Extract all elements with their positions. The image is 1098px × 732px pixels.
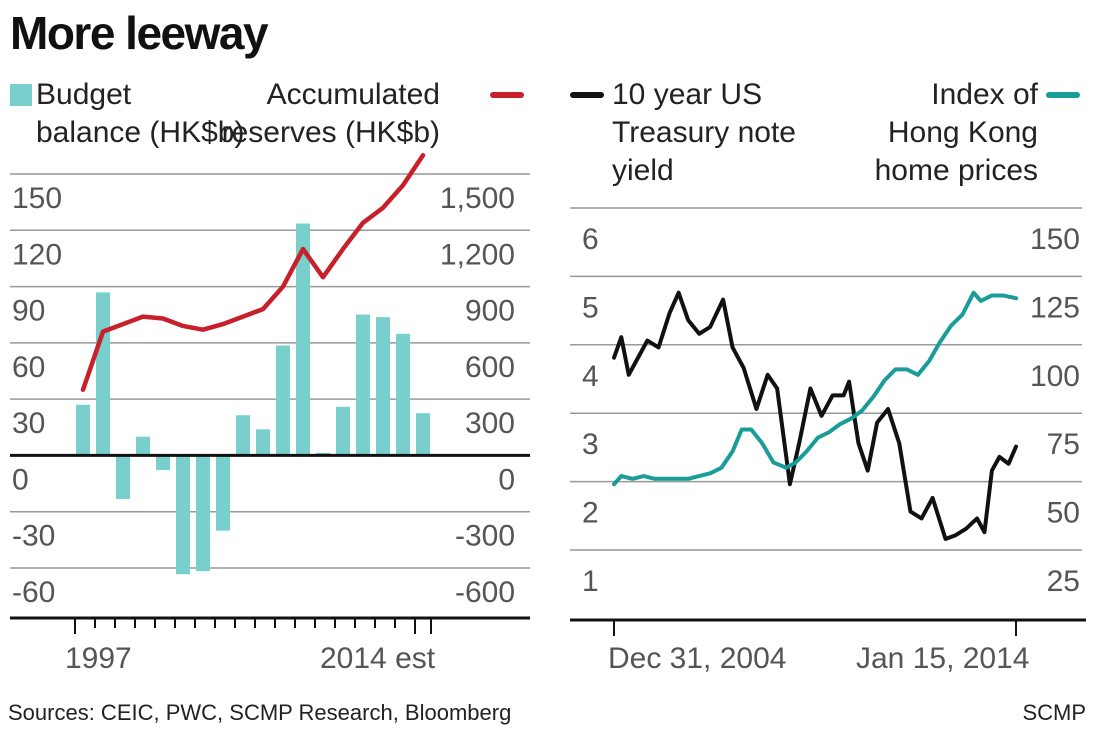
right-y-tick-label: -600: [455, 576, 515, 609]
budget-bar: [156, 455, 170, 471]
right-y-tick-label: 75: [1047, 428, 1080, 461]
budget-bars: [76, 223, 430, 575]
index-swatch-icon: [1046, 92, 1080, 98]
left-y-tick-label: 150: [12, 182, 62, 215]
credit-label: SCMP: [1022, 700, 1086, 725]
right-y-tick-label: 50: [1047, 497, 1080, 530]
legend-index-line3: home prices: [874, 154, 1038, 187]
budget-bar: [96, 292, 110, 456]
left-y-tick-label: 2: [582, 497, 599, 530]
legend-reserves-line2: reserves (HK$b): [221, 116, 440, 149]
right-y-tick-label: 125: [1030, 291, 1080, 324]
legend-budget-line2: balance (HK$b): [36, 116, 245, 149]
legend-hk-home-prices: Index of Hong Kong home prices: [875, 76, 1038, 190]
reserves-swatch-icon: [490, 92, 524, 98]
yield-swatch-icon: [570, 92, 604, 98]
reserves-line-group: [80, 152, 426, 393]
legend-yield-line3: yield: [612, 154, 674, 187]
legend-reserves-line1: Accumulated: [266, 78, 440, 111]
left-y-tick-label: -30: [12, 520, 55, 553]
right-y-tick-label: 600: [465, 351, 515, 384]
left-y-tick-label: 30: [12, 407, 45, 440]
budget-bar: [416, 413, 430, 456]
right-y-tick-label: 1,500: [440, 182, 515, 215]
legend-treasury-yield: 10 year US Treasury note yield: [612, 76, 796, 190]
budget-bar: [336, 406, 350, 456]
budget-bar: [296, 223, 310, 456]
yield-line: [612, 290, 1018, 541]
left-y-tick-label: 90: [12, 295, 45, 328]
chart-title: More leeway: [10, 7, 269, 59]
budget-bar: [256, 429, 270, 456]
reserves-line: [80, 152, 426, 393]
left-y-tick-label: 0: [12, 463, 29, 496]
legend-budget-balance: Budget balance (HK$b): [10, 76, 244, 152]
left-y-tick-label: -60: [12, 576, 55, 609]
legend-yield-line2: Treasury note: [612, 116, 796, 149]
home-price-line: [612, 290, 1018, 487]
right-y-tick-label: 150: [1030, 223, 1080, 256]
bar-swatch-icon: [10, 84, 32, 106]
budget-bar: [356, 314, 370, 456]
legend-budget-line1: Budget: [36, 78, 132, 111]
budget-bar: [276, 345, 290, 456]
budget-bar: [136, 436, 150, 456]
left-y-tick-label: 60: [12, 351, 45, 384]
left-chart-axes: 150 1,500 120 1,200 90 900 60 600 30 300 0 0 -30 -300…: [10, 182, 530, 675]
left-y-tick-label: 1: [582, 565, 599, 598]
right-y-tick-label: 900: [465, 295, 515, 328]
right-y-tick-label: -300: [455, 520, 515, 553]
x-tick-label: Jan 15, 2014: [856, 642, 1029, 675]
left-y-tick-label: 120: [12, 238, 62, 271]
left-y-tick-label: 3: [582, 428, 599, 461]
right-y-tick-label: 1,200: [440, 238, 515, 271]
left-y-tick-label: 5: [582, 291, 599, 324]
x-tick-label: 2014 est: [320, 642, 436, 675]
right-chart-lines: [612, 290, 1018, 541]
budget-bar: [396, 333, 410, 456]
sources-note: Sources: CEIC, PWC, SCMP Research, Bloom…: [8, 700, 512, 725]
x-tick-label: Dec 31, 2004: [608, 642, 786, 675]
budget-bar: [116, 455, 130, 499]
legend-index-line2: Hong Kong: [887, 116, 1038, 149]
right-chart-grid: [570, 207, 1082, 551]
budget-bar: [196, 455, 210, 572]
right-y-tick-label: 300: [465, 407, 515, 440]
x-tick-label: 1997: [65, 642, 132, 675]
budget-bar: [76, 404, 90, 456]
budget-bar: [176, 455, 190, 575]
budget-bar: [376, 317, 390, 456]
budget-bar: [216, 455, 230, 531]
legend-accumulated-reserves: Accumulated reserves (HK$b): [222, 76, 482, 152]
left-y-tick-label: 4: [582, 360, 599, 393]
right-y-tick-label: 0: [498, 463, 515, 496]
budget-bar: [236, 415, 250, 456]
legend-index-line1: Index of: [931, 78, 1038, 111]
legend-yield-line1: 10 year US: [612, 78, 763, 111]
right-y-tick-label: 25: [1047, 565, 1080, 598]
left-y-tick-label: 6: [582, 223, 599, 256]
right-y-tick-label: 100: [1030, 360, 1080, 393]
